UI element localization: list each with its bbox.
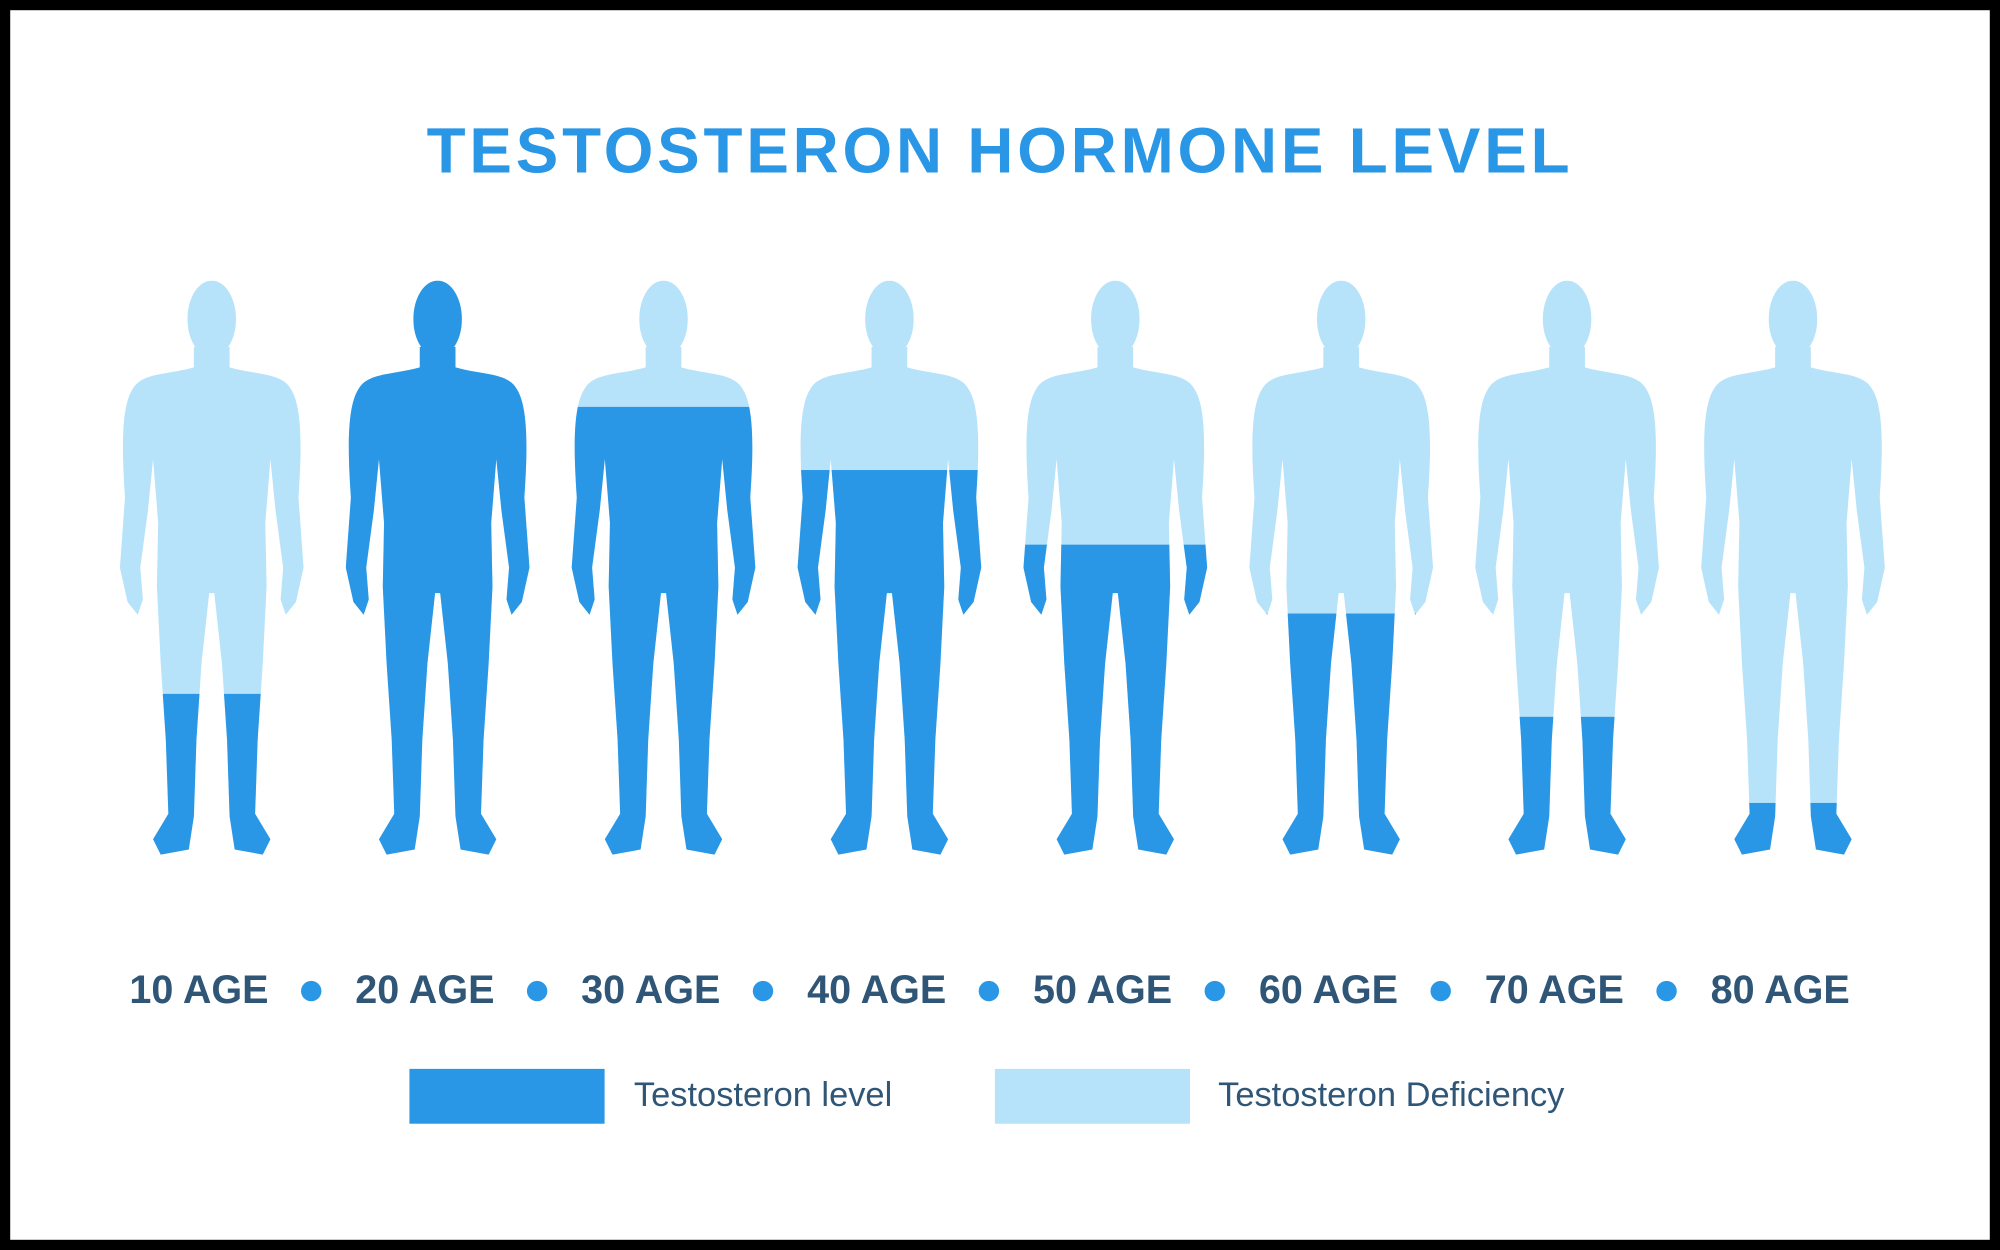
- age-label: 30 AGE: [581, 968, 720, 1012]
- separator-dot: [526, 980, 548, 1002]
- age-label: 70 AGE: [1485, 968, 1624, 1012]
- legend-label: Testosteron Deficiency: [1218, 1076, 1565, 1114]
- legend-swatch: [409, 1068, 605, 1124]
- separator-dot: [1430, 980, 1451, 1002]
- age-label: 40 AGE: [807, 968, 946, 1012]
- age-label: 50 AGE: [1033, 968, 1172, 1012]
- chart-title: TESTOSTERON HORMONE LEVEL: [427, 114, 1574, 186]
- legend-label: Testosteron level: [634, 1076, 892, 1114]
- legend-swatch: [994, 1068, 1191, 1124]
- separator-dot: [1656, 980, 1677, 1002]
- separator-dot: [978, 980, 1000, 1002]
- age-label: 80 AGE: [1711, 968, 1850, 1012]
- separator-dot: [301, 980, 322, 1002]
- age-label: 20 AGE: [355, 968, 494, 1012]
- separator-dot: [1204, 980, 1225, 1002]
- age-label: 60 AGE: [1259, 968, 1398, 1012]
- age-label: 10 AGE: [129, 968, 268, 1012]
- separator-dot: [752, 980, 774, 1002]
